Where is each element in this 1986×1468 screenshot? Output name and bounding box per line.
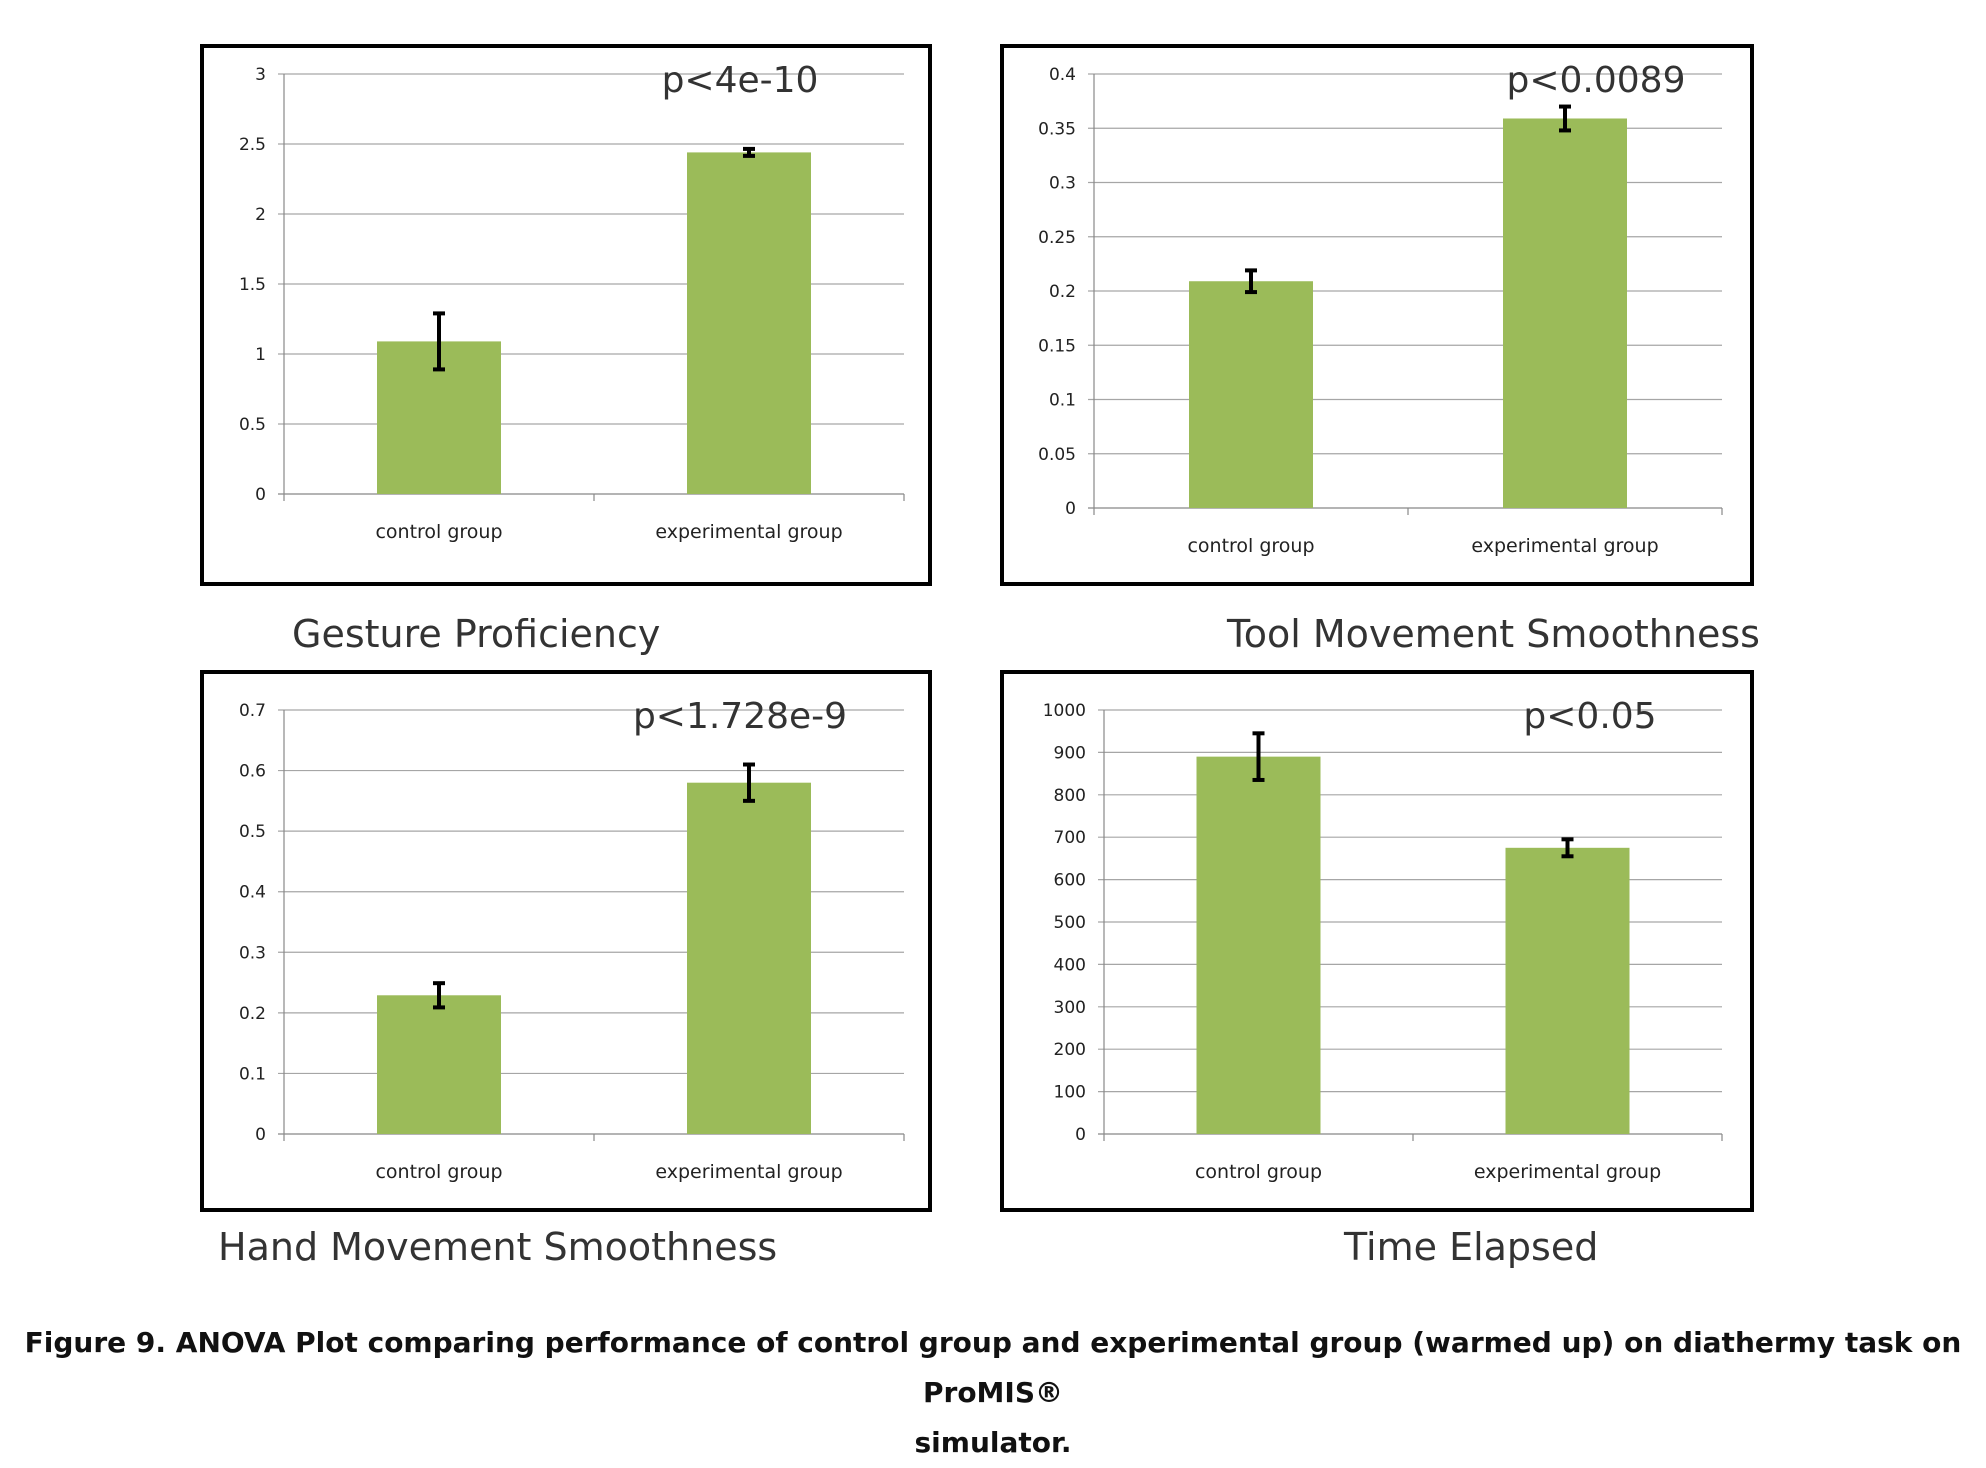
y-tick-label: 1000 (1043, 701, 1086, 721)
y-tick-label: 0.05 (1038, 445, 1076, 465)
bar-experimental-group (687, 152, 811, 494)
y-tick-label: 0.4 (1049, 65, 1076, 85)
figure-caption: Figure 9. ANOVA Plot comparing performan… (0, 1318, 1986, 1468)
chart-gesture-proficiency: 0 0.5 1 1.5 2 2.5 3 control group experimental g… (239, 60, 905, 543)
chart-time-elapsed: 0 100 200 300 400 500 600 700 800 900 1000 control … (1043, 696, 1723, 1183)
y-tick-label: 0.1 (1049, 391, 1076, 411)
bar-control-group (377, 995, 501, 1134)
y-tick-label: 0 (255, 485, 266, 505)
x-category-label: control group (1187, 535, 1314, 557)
y-tick-label: 700 (1054, 828, 1086, 848)
chart-panel-hand-movement-smoothness: 0 0.1 0.2 0.3 0.4 0.5 0.6 0.7 control group exper… (200, 670, 932, 1212)
x-category-label: control group (1195, 1161, 1322, 1183)
y-tick-label: 300 (1054, 998, 1086, 1018)
x-category-label: experimental group (655, 521, 842, 543)
y-tick-label: 100 (1054, 1083, 1086, 1103)
bar-control-group (1189, 281, 1313, 508)
y-tick-label: 0.25 (1038, 228, 1076, 248)
p-value-annotation: p<0.05 (1523, 696, 1656, 737)
p-value-annotation: p<0.0089 (1507, 60, 1686, 101)
y-tick-label: 3 (255, 65, 266, 85)
y-tick-label: 0.4 (239, 883, 266, 903)
y-tick-label: 0.15 (1038, 336, 1076, 356)
chart-panel-tool-movement-smoothness: 0 0.05 0.1 0.15 0.2 0.25 0.3 0.35 0.4 control gro… (1000, 44, 1754, 586)
chart-panel-time-elapsed: 0 100 200 300 400 500 600 700 800 900 1000 control … (1000, 670, 1754, 1212)
y-tick-label: 0 (1065, 499, 1076, 519)
y-tick-label: 800 (1054, 786, 1086, 806)
y-tick-label: 1.5 (239, 275, 266, 295)
y-tick-label: 0.2 (239, 1004, 266, 1024)
y-tick-label: 1 (255, 345, 266, 365)
bar-control-group (1196, 756, 1321, 1134)
figure-caption-line-1: Figure 9. ANOVA Plot comparing performan… (24, 1326, 1962, 1409)
y-tick-label: 500 (1054, 913, 1086, 933)
y-tick-label: 0.1 (239, 1064, 266, 1084)
bar-experimental-group (1503, 118, 1627, 509)
x-category-label: control group (375, 521, 502, 543)
y-tick-label: 0.5 (239, 822, 266, 842)
y-tick-label: 400 (1054, 955, 1086, 975)
y-tick-label: 0.35 (1038, 119, 1076, 139)
y-tick-label: 900 (1054, 743, 1086, 763)
x-category-label: experimental group (1474, 1161, 1661, 1183)
chart-hand-movement-smoothness: 0 0.1 0.2 0.3 0.4 0.5 0.6 0.7 control group exper… (239, 696, 905, 1183)
y-tick-label: 0.5 (239, 415, 266, 435)
y-tick-label: 0 (1075, 1125, 1086, 1145)
x-category-label: experimental group (1471, 535, 1658, 557)
y-tick-label: 2.5 (239, 135, 266, 155)
y-tick-label: 2 (255, 205, 266, 225)
bar-experimental-group (1505, 847, 1630, 1134)
y-tick-label: 200 (1054, 1040, 1086, 1060)
y-tick-label: 0 (255, 1125, 266, 1145)
figure-caption-line-2: simulator. (914, 1426, 1072, 1459)
y-tick-label: 0.6 (239, 762, 266, 782)
y-tick-label: 0.7 (239, 701, 266, 721)
bar-experimental-group (687, 782, 811, 1134)
y-tick-label: 600 (1054, 871, 1086, 891)
chart-title-gesture-proficiency: Gesture Proficiency (292, 612, 661, 656)
p-value-annotation: p<1.728e-9 (633, 696, 847, 737)
chart-title-tool-movement-smoothness: Tool Movement Smoothness (1227, 612, 1760, 656)
chart-panel-gesture-proficiency: 0 0.5 1 1.5 2 2.5 3 control group experimental g… (200, 44, 932, 586)
chart-title-hand-movement-smoothness: Hand Movement Smoothness (218, 1225, 778, 1269)
y-tick-label: 0.2 (1049, 282, 1076, 302)
x-category-label: experimental group (655, 1161, 842, 1183)
chart-tool-movement-smoothness: 0 0.05 0.1 0.15 0.2 0.25 0.3 0.35 0.4 control gro… (1038, 60, 1723, 557)
y-tick-label: 0.3 (239, 943, 266, 963)
x-category-label: control group (375, 1161, 502, 1183)
chart-title-time-elapsed: Time Elapsed (1344, 1225, 1599, 1269)
y-tick-label: 0.3 (1049, 174, 1076, 194)
p-value-annotation: p<4e-10 (662, 60, 819, 101)
